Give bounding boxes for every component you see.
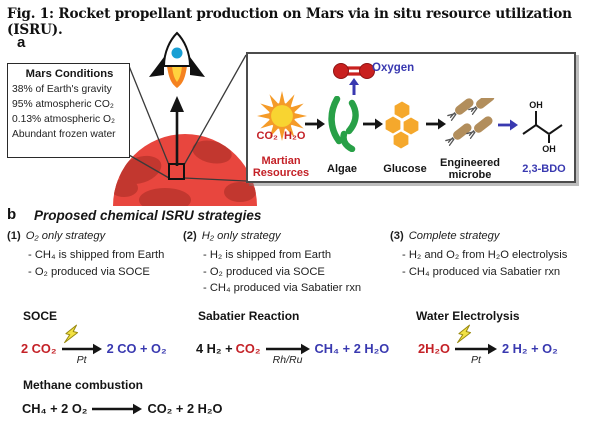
- methane-reactants: CH₄ + 2 O₂: [22, 401, 88, 416]
- strategy-1-header: (1) O₂ only strategy: [7, 230, 164, 242]
- flow-arrow-blue-icon: [498, 119, 518, 131]
- engineered-microbe-icon: [444, 98, 497, 148]
- strategy-2: (2) H₂ only strategy - H₂ is shipped from…: [183, 230, 361, 297]
- flow-arrow-icon: [426, 118, 446, 130]
- figure-title: Fig. 1: Rocket propellant production on …: [7, 6, 572, 38]
- lightning-icon: [457, 324, 472, 343]
- panel-a-label: a: [17, 34, 26, 51]
- arrow-icon: [455, 343, 497, 354]
- soce-title: SOCE: [23, 309, 58, 323]
- soce-equation: 2 CO₂ Pt 2 CO + O₂: [21, 324, 167, 366]
- flow-arrow-icon: [363, 118, 383, 130]
- sabatier-reactant-martian: CO₂: [235, 341, 261, 356]
- mars-scene: [113, 31, 257, 206]
- flow-arrow-icon: [305, 118, 325, 130]
- panel-b-heading: Proposed chemical ISRU strategies: [34, 208, 262, 223]
- mars-conditions-box: Mars Conditions 38% of Earth's gravity 9…: [7, 63, 130, 158]
- glucose-label: Glucose: [383, 163, 427, 175]
- arrow-icon: [61, 343, 102, 354]
- isru-inset-box: Oxygen CO₂ H₂O Marti: [246, 52, 576, 183]
- sabatier-reaction-arrow: Rh/Ru: [265, 343, 310, 366]
- strategy-2-header: (2) H₂ only strategy: [183, 230, 361, 242]
- sabatier-product: CH₄ + 2 H₂O: [314, 341, 390, 356]
- soce-catalyst: Pt: [76, 353, 87, 366]
- sabatier-equation: 4 H₂ + CO₂ Rh/Ru CH₄ + 2 H₂O: [196, 341, 390, 366]
- soce-product: 2 CO + O₂: [106, 341, 167, 356]
- arrow-icon: [265, 343, 310, 354]
- oxygen-label: Oxygen: [372, 62, 415, 74]
- strategy-bullet: - O₂ produced via SOCE: [28, 265, 150, 278]
- strategy-3-number: (3): [390, 230, 404, 242]
- strategy-2-name: H₂ only strategy: [201, 230, 281, 242]
- strategy-1-number: (1): [7, 230, 21, 242]
- soce-reaction-arrow: Pt: [61, 324, 102, 366]
- electrolysis-title: Water Electrolysis: [416, 309, 520, 323]
- methane-products: CO₂ + 2 H₂O: [147, 401, 223, 416]
- electrolysis-reactant: 2H₂O: [418, 341, 450, 356]
- methane-reaction-arrow: [92, 403, 143, 415]
- launch-arrow-icon: [170, 96, 184, 166]
- strategy-2-number: (2): [183, 230, 197, 242]
- sabatier-reactant-shipped: 4 H₂ +: [196, 341, 233, 356]
- lightning-icon: [63, 324, 78, 343]
- strategy-bullet: - CH₄ produced via Sabatier rxn: [402, 265, 561, 278]
- rocket-icon: [149, 31, 205, 88]
- methane-combustion-equation: CH₄ + 2 O₂ CO₂ + 2 H₂O: [22, 401, 223, 416]
- strategy-3-bullets: - H₂ and O₂ from H₂O electrolysis - CH₄ …: [402, 247, 567, 280]
- strategy-bullet: - CH₄ produced via Sabatier rxn: [203, 282, 362, 294]
- oxygen-molecule-icon: [333, 63, 375, 79]
- strategy-1: (1) O₂ only strategy - CH₄ is shipped fro…: [7, 230, 164, 280]
- strategy-2-bullets: - H₂ is shipped from Earth - O₂ produced…: [203, 247, 361, 297]
- electrolysis-catalyst: Pt: [471, 353, 481, 366]
- bdo-oh-bottom: OH: [542, 144, 556, 154]
- bdo-label: 2,3-BDO: [522, 163, 566, 175]
- strategy-1-bullets: - CH₄ is shipped from Earth - O₂ produce…: [28, 247, 164, 280]
- sabatier-catalyst: Rh/Ru: [272, 353, 303, 366]
- strategy-bullet: - H₂ and O₂ from H₂O electrolysis: [402, 249, 568, 261]
- bdo-structure-icon: OH OH: [522, 100, 563, 154]
- strategy-bullet: - O₂ produced via SOCE: [203, 265, 325, 278]
- algae-icon: [328, 96, 359, 152]
- bdo-oh-top: OH: [529, 100, 543, 110]
- sabatier-title: Sabatier Reaction: [198, 309, 300, 323]
- strategy-bullet: - H₂ is shipped from Earth: [203, 249, 332, 261]
- electrolysis-product: 2 H₂ + O₂: [502, 341, 558, 356]
- martian-resources-formula: CO₂ H₂O: [256, 130, 306, 142]
- strategy-1-name: O₂ only strategy: [25, 230, 106, 242]
- panel-b-label: b: [7, 206, 17, 223]
- oxygen-up-arrow-icon: [349, 78, 359, 95]
- electrolysis-reaction-arrow: Pt: [455, 324, 497, 366]
- algae-label: Algae: [327, 163, 357, 175]
- mars-condition-item: Abundant frozen water: [12, 129, 116, 140]
- soce-reactant: 2 CO₂: [21, 341, 57, 356]
- strategy-3: (3) Complete strategy - H₂ and O₂ from H₂…: [390, 230, 567, 280]
- strategy-3-name: Complete strategy: [408, 230, 500, 242]
- mars-conditions-title: Mars Conditions: [25, 68, 114, 80]
- arrow-icon: [92, 403, 143, 414]
- methane-combustion-title: Methane combustion: [23, 378, 144, 392]
- glucose-icon: [385, 101, 419, 149]
- mars-condition-item: 0.13% atmospheric O₂: [12, 114, 116, 125]
- sun-icon: [257, 91, 307, 141]
- strategy-bullet: - CH₄ is shipped from Earth: [28, 249, 165, 261]
- electrolysis-equation: 2H₂O Pt 2 H₂ + O₂: [418, 324, 558, 366]
- martian-resources-label: Martian Resources: [252, 155, 310, 179]
- mars-condition-item: 95% atmospheric CO₂: [12, 99, 114, 110]
- engineered-microbe-label: Engineered microbe: [440, 157, 500, 181]
- mars-condition-item: 38% of Earth's gravity: [12, 84, 112, 95]
- strategy-3-header: (3) Complete strategy: [390, 230, 567, 242]
- zoom-connector-lines: [128, 54, 247, 182]
